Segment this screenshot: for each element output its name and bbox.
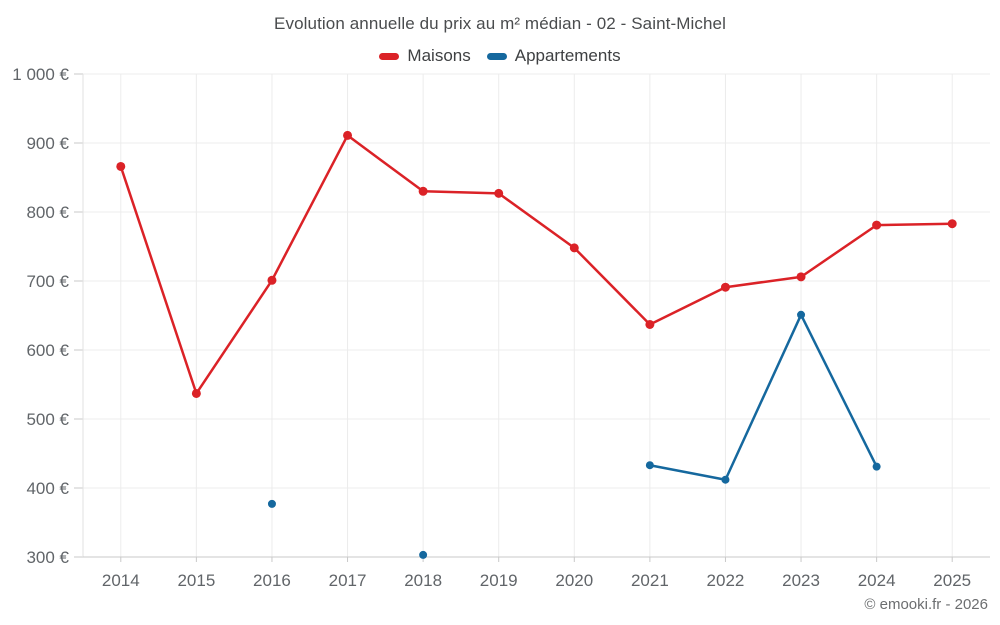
maisons-point-2020[interactable]	[569, 243, 579, 253]
legend-item-maisons[interactable]: Maisons	[379, 46, 471, 66]
chart-legend: Maisons Appartements	[0, 44, 1000, 68]
y-tick-label: 900 €	[26, 134, 69, 153]
x-tick-label: 2017	[329, 571, 367, 590]
maisons-line	[119, 134, 954, 395]
appartements-point-2023[interactable]	[797, 310, 806, 319]
x-tick-label: 2022	[707, 571, 745, 590]
y-tick-label: 300 €	[26, 548, 69, 567]
maisons-point-2022[interactable]	[720, 282, 730, 292]
maisons-point-2015[interactable]	[191, 388, 201, 398]
x-tick-label: 2025	[933, 571, 971, 590]
y-tick-label: 1 000 €	[12, 65, 69, 84]
appartements-line	[648, 313, 878, 481]
x-tick-label: 2015	[177, 571, 215, 590]
maisons-point-2021[interactable]	[645, 319, 655, 329]
maisons-point-2016[interactable]	[267, 275, 277, 285]
x-tick-label: 2024	[858, 571, 896, 590]
y-tick-label: 500 €	[26, 410, 69, 429]
x-tick-label: 2021	[631, 571, 669, 590]
y-tick-label: 400 €	[26, 479, 69, 498]
legend-item-appartements[interactable]: Appartements	[486, 46, 621, 66]
appartements-point-2016[interactable]	[267, 499, 276, 508]
x-tick-label: 2016	[253, 571, 291, 590]
x-tick-label: 2020	[555, 571, 593, 590]
x-tick-label: 2014	[102, 571, 140, 590]
x-tick-label: 2018	[404, 571, 442, 590]
chart-title: Evolution annuelle du prix au m² médian …	[274, 14, 726, 33]
maisons-point-2023[interactable]	[796, 272, 806, 282]
appartements-point-2022[interactable]	[721, 475, 730, 484]
maisons-series-swatch-icon	[379, 52, 400, 60]
x-tick-label: 2023	[782, 571, 820, 590]
maisons-point-2018[interactable]	[418, 186, 428, 196]
appartements-series-swatch-icon	[486, 52, 507, 60]
x-tick-label: 2019	[480, 571, 518, 590]
maisons-point-2024[interactable]	[872, 220, 882, 230]
maisons-point-2017[interactable]	[343, 130, 353, 140]
y-tick-label: 700 €	[26, 272, 69, 291]
legend-label-maisons: Maisons	[407, 46, 471, 65]
appartements-point-2024[interactable]	[872, 462, 881, 471]
copyright-text: © emooki.fr - 2026	[864, 596, 988, 613]
y-tick-label: 800 €	[26, 203, 69, 222]
maisons-point-2019[interactable]	[494, 188, 504, 198]
appartements-point-2018[interactable]	[419, 550, 428, 559]
maisons-point-2025[interactable]	[947, 219, 957, 229]
appartements-point-2021[interactable]	[645, 461, 654, 470]
maisons-point-2014[interactable]	[116, 161, 126, 171]
legend-label-appartements: Appartements	[514, 46, 621, 65]
y-tick-label: 600 €	[26, 341, 69, 360]
